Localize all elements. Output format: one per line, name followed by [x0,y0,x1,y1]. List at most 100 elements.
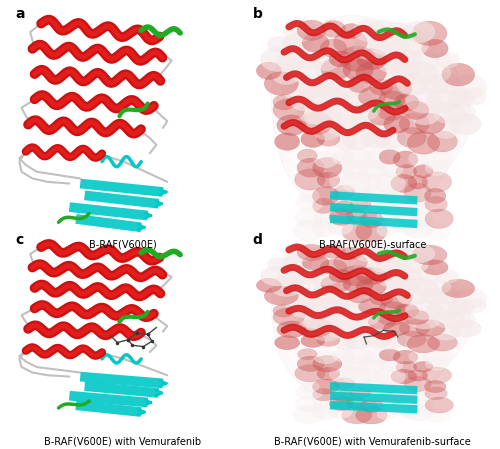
Circle shape [312,356,342,372]
Circle shape [260,266,295,286]
Circle shape [426,89,460,112]
Circle shape [370,292,392,305]
Circle shape [375,279,407,297]
Circle shape [346,397,366,409]
Circle shape [360,400,384,412]
Circle shape [300,297,333,316]
Circle shape [402,101,429,119]
Circle shape [301,334,324,348]
Circle shape [410,104,440,125]
Circle shape [321,276,351,292]
Circle shape [426,300,460,319]
Circle shape [354,244,386,262]
Circle shape [310,50,340,71]
Circle shape [342,348,372,364]
Circle shape [356,220,387,242]
Circle shape [408,351,428,362]
Circle shape [414,164,433,178]
Circle shape [416,113,445,134]
Circle shape [414,361,433,372]
Circle shape [406,299,442,319]
Circle shape [297,20,326,40]
Circle shape [296,75,328,97]
Circle shape [288,61,320,83]
Circle shape [425,387,448,400]
Circle shape [370,256,401,273]
Circle shape [412,245,447,265]
Circle shape [370,79,392,95]
Circle shape [381,380,403,392]
Circle shape [363,349,390,365]
Circle shape [396,286,430,305]
Circle shape [268,36,291,53]
Circle shape [297,244,326,261]
Circle shape [392,200,412,215]
Circle shape [342,407,372,424]
Circle shape [329,105,362,128]
Circle shape [409,390,430,401]
Circle shape [293,406,324,423]
Circle shape [390,277,419,293]
Circle shape [392,183,420,204]
Circle shape [334,337,357,350]
Circle shape [350,308,380,326]
Circle shape [373,331,406,349]
Circle shape [451,75,487,100]
Circle shape [300,381,320,392]
Circle shape [306,101,341,126]
Circle shape [433,101,465,124]
Circle shape [276,50,308,71]
Circle shape [451,289,487,308]
Circle shape [397,405,420,418]
Circle shape [363,150,390,169]
Circle shape [342,221,372,242]
Polygon shape [272,16,470,222]
Circle shape [358,357,386,373]
Circle shape [404,183,431,202]
Circle shape [312,325,342,341]
Circle shape [324,299,349,314]
Circle shape [406,268,438,286]
Circle shape [346,209,366,223]
Circle shape [283,255,312,271]
Circle shape [409,199,430,214]
Circle shape [377,387,406,403]
Circle shape [402,258,428,273]
Circle shape [368,121,392,137]
Circle shape [334,201,354,215]
Circle shape [312,405,338,420]
Circle shape [325,113,358,136]
Circle shape [351,187,371,201]
Circle shape [406,88,442,113]
Circle shape [393,151,418,168]
Circle shape [391,175,416,193]
Circle shape [300,85,333,109]
Circle shape [276,269,308,286]
Circle shape [338,301,372,320]
Circle shape [356,278,386,295]
Text: c: c [15,233,23,247]
Circle shape [387,260,409,272]
Circle shape [460,299,486,313]
Circle shape [351,115,374,131]
Circle shape [364,387,390,401]
Circle shape [432,325,460,340]
Circle shape [377,269,410,288]
Circle shape [298,349,317,360]
Circle shape [386,22,414,42]
Circle shape [296,385,322,400]
Circle shape [363,188,386,203]
Circle shape [377,210,398,224]
Circle shape [380,291,412,308]
Circle shape [412,21,447,45]
Circle shape [368,314,396,330]
Circle shape [425,280,451,294]
Circle shape [321,21,345,37]
Circle shape [339,46,375,71]
Circle shape [380,160,404,176]
Circle shape [425,209,454,229]
Circle shape [381,187,403,203]
Circle shape [408,152,428,166]
Circle shape [301,131,324,147]
Circle shape [325,320,358,339]
